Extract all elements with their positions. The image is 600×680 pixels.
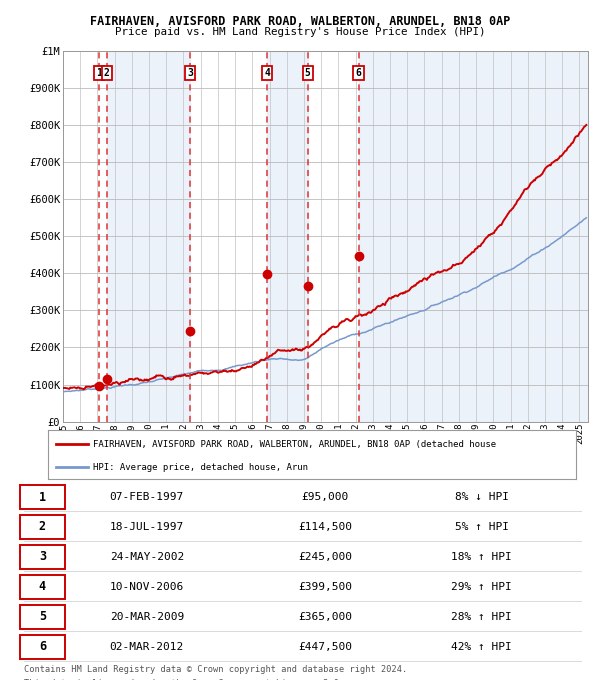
Text: 1: 1 (39, 490, 46, 504)
Text: £114,500: £114,500 (298, 522, 352, 532)
Text: 18-JUL-1997: 18-JUL-1997 (110, 522, 184, 532)
Text: 1: 1 (96, 68, 102, 78)
Text: £245,000: £245,000 (298, 552, 352, 562)
Text: Price paid vs. HM Land Registry's House Price Index (HPI): Price paid vs. HM Land Registry's House … (115, 27, 485, 37)
Text: £447,500: £447,500 (298, 642, 352, 651)
Text: 18% ↑ HPI: 18% ↑ HPI (451, 552, 512, 562)
Text: 10-NOV-2006: 10-NOV-2006 (110, 582, 184, 592)
Text: 29% ↑ HPI: 29% ↑ HPI (451, 582, 512, 592)
Text: This data is licensed under the Open Government Licence v3.0.: This data is licensed under the Open Gov… (24, 679, 344, 680)
Text: 02-MAR-2012: 02-MAR-2012 (110, 642, 184, 651)
Text: 28% ↑ HPI: 28% ↑ HPI (451, 612, 512, 622)
Text: 4: 4 (39, 580, 46, 594)
Text: £95,000: £95,000 (302, 492, 349, 502)
Text: 24-MAY-2002: 24-MAY-2002 (110, 552, 184, 562)
Bar (359, 51, 588, 422)
Text: 5: 5 (305, 68, 311, 78)
Text: FAIRHAVEN, AVISFORD PARK ROAD, WALBERTON, ARUNDEL, BN18 0AP (detached house: FAIRHAVEN, AVISFORD PARK ROAD, WALBERTON… (93, 440, 496, 449)
Text: 3: 3 (187, 68, 193, 78)
Text: 8% ↓ HPI: 8% ↓ HPI (455, 492, 509, 502)
Text: Contains HM Land Registry data © Crown copyright and database right 2024.: Contains HM Land Registry data © Crown c… (24, 665, 407, 674)
Text: 2: 2 (39, 520, 46, 534)
Text: 5: 5 (39, 610, 46, 624)
FancyBboxPatch shape (20, 515, 65, 539)
Text: £365,000: £365,000 (298, 612, 352, 622)
Text: 6: 6 (39, 640, 46, 653)
Text: 2: 2 (104, 68, 110, 78)
Text: 4: 4 (264, 68, 270, 78)
FancyBboxPatch shape (20, 634, 65, 659)
Text: HPI: Average price, detached house, Arun: HPI: Average price, detached house, Arun (93, 462, 308, 472)
Text: 42% ↑ HPI: 42% ↑ HPI (451, 642, 512, 651)
Text: 07-FEB-1997: 07-FEB-1997 (110, 492, 184, 502)
Text: 5% ↑ HPI: 5% ↑ HPI (455, 522, 509, 532)
Text: 20-MAR-2009: 20-MAR-2009 (110, 612, 184, 622)
Bar (267, 51, 308, 422)
Bar (107, 51, 190, 422)
FancyBboxPatch shape (20, 575, 65, 599)
FancyBboxPatch shape (20, 545, 65, 569)
Text: £399,500: £399,500 (298, 582, 352, 592)
Text: FAIRHAVEN, AVISFORD PARK ROAD, WALBERTON, ARUNDEL, BN18 0AP: FAIRHAVEN, AVISFORD PARK ROAD, WALBERTON… (90, 15, 510, 28)
FancyBboxPatch shape (20, 605, 65, 629)
Text: 6: 6 (356, 68, 361, 78)
Text: 3: 3 (39, 550, 46, 564)
FancyBboxPatch shape (20, 485, 65, 509)
